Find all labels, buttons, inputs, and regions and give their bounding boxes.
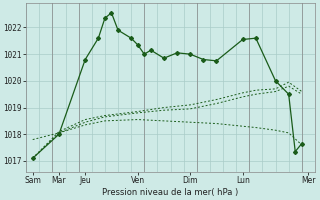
X-axis label: Pression niveau de la mer( hPa ): Pression niveau de la mer( hPa ) — [102, 188, 239, 197]
